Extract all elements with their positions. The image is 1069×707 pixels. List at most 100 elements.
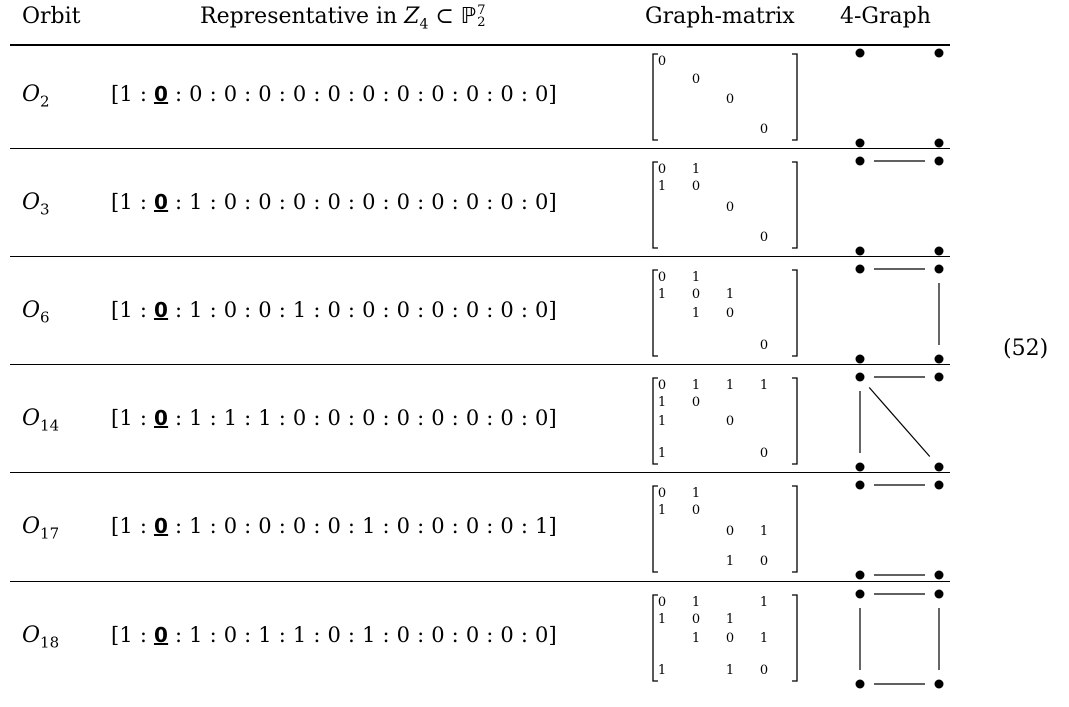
- right-bracket: [792, 377, 798, 465]
- graph-matrix: 0 0 0 0: [650, 52, 800, 141]
- matrix-entry: 1: [759, 524, 769, 539]
- matrix-entry: 0: [725, 306, 735, 321]
- left-bracket: [652, 269, 658, 357]
- four-graph: [835, 587, 945, 691]
- matrix-entry: 0: [725, 92, 735, 107]
- representative-point: [1 : 0 : 1 : 1 : 1 : 0 : 0 : 0 : 0 : 0 :…: [111, 406, 557, 430]
- graph-vertex: [934, 156, 944, 166]
- matrix-entry: 0: [657, 486, 667, 501]
- matrix-brackets: [652, 53, 798, 141]
- representative-open: [1 :: [111, 190, 154, 214]
- graph-vertex: [855, 480, 865, 490]
- matrix-entry: 0: [691, 395, 701, 410]
- graph-edge: [868, 387, 931, 457]
- representative-open: [1 :: [111, 514, 154, 538]
- matrix-entry: 1: [691, 486, 701, 501]
- orbit-subscript: 14: [40, 416, 60, 435]
- matrix-entry: 0: [657, 54, 667, 69]
- header-calZ: Z: [404, 4, 420, 29]
- representative-zero: 0: [153, 190, 169, 214]
- matrix-entry: 1: [657, 612, 667, 627]
- left-bracket: [652, 377, 658, 465]
- orbit-label: O2: [22, 82, 92, 110]
- header-bbP-sub: 2: [477, 15, 486, 30]
- graph-vertex: [934, 138, 944, 148]
- matrix-entry: 1: [759, 595, 769, 610]
- graph-vertex: [934, 570, 944, 580]
- table-row: O14 [1 : 0 : 1 : 1 : 1 : 0 : 0 : 0 : 0 : …: [0, 370, 960, 478]
- orbit-subscript: 17: [40, 524, 60, 543]
- graph-vertex: [855, 462, 865, 472]
- matrix-entry: 0: [725, 631, 735, 646]
- four-graph: [835, 262, 945, 366]
- orbit-subscript: 3: [40, 200, 50, 219]
- table-rule: [10, 44, 950, 46]
- matrix-entry: 1: [657, 395, 667, 410]
- matrix-entry: 0: [691, 287, 701, 302]
- representative-rest: : 1 : 0 : 0 : 0 : 0 : 0 : 0 : 0 : 0 : 0 …: [168, 190, 557, 214]
- matrix-entry: 0: [691, 72, 701, 87]
- table-row: O18 [1 : 0 : 1 : 0 : 1 : 1 : 0 : 1 : 0 : …: [0, 587, 960, 695]
- matrix-brackets: [652, 161, 798, 249]
- right-bracket: [792, 594, 798, 682]
- matrix-entry: 0: [759, 446, 769, 461]
- left-bracket: [652, 594, 658, 682]
- table-row: O6 [1 : 0 : 1 : 0 : 0 : 1 : 0 : 0 : 0 : 0…: [0, 262, 960, 370]
- orbit-letter: O: [22, 623, 41, 648]
- matrix-entry: 1: [759, 631, 769, 646]
- orbit-subscript: 2: [40, 92, 50, 111]
- matrix-entry: 1: [691, 162, 701, 177]
- representative-rest: : 0 : 0 : 0 : 0 : 0 : 0 : 0 : 0 : 0 : 0 …: [168, 82, 557, 106]
- matrix-entry: 1: [725, 378, 735, 393]
- table-rule: [10, 148, 950, 149]
- matrix-entry: 1: [657, 179, 667, 194]
- matrix-entry: 0: [725, 524, 735, 539]
- graph-matrix: 0 1 1 1 1 0 1 0 1 0: [650, 376, 800, 465]
- equation-number: (52): [1003, 336, 1049, 361]
- representative-zero: 0: [153, 298, 169, 322]
- header-four-graph: 4-Graph: [840, 4, 931, 29]
- representative-open: [1 :: [111, 298, 154, 322]
- graph-vertex: [855, 372, 865, 382]
- four-graph: [835, 478, 945, 582]
- header-calZ-sub: 4: [419, 16, 429, 33]
- graph-vertex: [934, 462, 944, 472]
- graph-vertex: [934, 246, 944, 256]
- matrix-entry: 1: [657, 414, 667, 429]
- orbit-letter: O: [22, 190, 41, 215]
- graph-matrix: 0 1 1 0 0 0: [650, 160, 800, 249]
- orbit-subscript: 18: [40, 633, 60, 652]
- matrix-brackets: [652, 485, 798, 573]
- four-graph: [835, 370, 945, 474]
- matrix-entry: 1: [725, 287, 735, 302]
- orbit-letter: O: [22, 298, 41, 323]
- representative-zero: 0: [153, 514, 169, 538]
- four-graph: [835, 46, 945, 150]
- matrix-entry: 0: [759, 122, 769, 137]
- header-bbP-sup: 7: [477, 3, 486, 18]
- table-row: O17 [1 : 0 : 1 : 0 : 0 : 0 : 0 : 1 : 0 : …: [0, 478, 960, 586]
- representative-rest: : 1 : 1 : 1 : 0 : 0 : 0 : 0 : 0 : 0 : 0 …: [168, 406, 557, 430]
- matrix-entry: 0: [657, 378, 667, 393]
- left-bracket: [652, 53, 658, 141]
- representative-open: [1 :: [111, 82, 154, 106]
- table-rule: [10, 581, 950, 582]
- matrix-entry: 0: [691, 503, 701, 518]
- header-representative-prefix: Representative in: [200, 4, 405, 29]
- table-row: O2 [1 : 0 : 0 : 0 : 0 : 0 : 0 : 0 : 0 : 0…: [0, 46, 960, 154]
- representative-point: [1 : 0 : 1 : 0 : 0 : 1 : 0 : 0 : 0 : 0 :…: [111, 298, 557, 322]
- representative-open: [1 :: [111, 406, 154, 430]
- orbit-letter: O: [22, 406, 41, 431]
- four-graph-canvas: [855, 372, 944, 472]
- matrix-brackets: [652, 377, 798, 465]
- matrix-entry: 1: [691, 306, 701, 321]
- header-graph-matrix: Graph-matrix: [645, 4, 795, 29]
- graph-matrix: 0 1 1 0 1 1 0 0: [650, 268, 800, 357]
- four-graph-canvas: [855, 264, 944, 364]
- matrix-entry: 1: [691, 378, 701, 393]
- matrix-entry: 0: [725, 200, 735, 215]
- orbit-subscript: 6: [40, 308, 50, 327]
- representative-point: [1 : 0 : 1 : 0 : 1 : 1 : 0 : 1 : 0 : 0 :…: [111, 623, 557, 647]
- four-graph-canvas: [855, 156, 944, 256]
- matrix-entry: 0: [691, 179, 701, 194]
